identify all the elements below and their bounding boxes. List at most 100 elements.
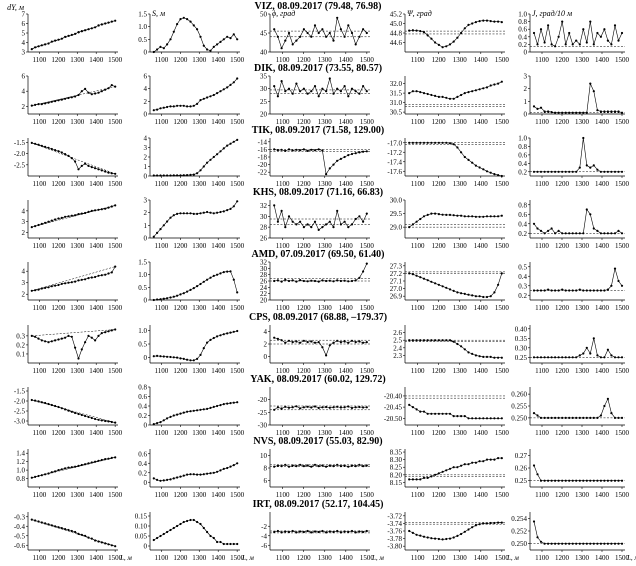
x-tick-label: 1100 [32,56,46,64]
x-tick-label: 1200 [432,180,447,188]
data-point [186,290,189,293]
data-point [236,401,239,404]
data-point [603,170,606,173]
data-point [94,460,97,463]
y-tick-label: 0 [144,543,148,551]
x-tick-label: 1100 [535,56,549,64]
series-line [533,398,622,419]
x-tick-label: 1100 [32,554,46,562]
data-point [80,30,83,33]
y-tick-label: -2.0 [14,398,26,406]
data-point [547,479,550,482]
series-line [533,21,623,47]
data-point [54,218,57,221]
data-point [54,39,57,42]
data-point [592,542,595,545]
data-point [365,406,368,409]
data-point [219,40,222,44]
data-point [166,417,169,420]
data-point [54,284,57,287]
data-point [199,282,202,286]
data-point [40,144,43,147]
data-point [229,542,232,546]
data-point [456,534,459,538]
data-point [408,141,411,144]
data-point [196,285,199,288]
data-point [104,542,107,545]
data-point [226,466,229,470]
column-header-label: J, град/10 м [532,9,572,18]
x-tick-label: 1500 [360,554,375,562]
data-point [536,289,539,292]
y-tick-label: 0.8 [518,143,527,151]
x-tick-label: 1200 [173,118,188,126]
x-tick-label: 1500 [108,554,123,562]
x-tick-label: 1300 [575,304,590,312]
data-point [107,457,110,460]
data-point [310,465,313,468]
data-point [57,405,60,409]
data-point [467,463,470,466]
data-point [229,83,232,86]
x-tick-label: 1100 [411,429,425,437]
data-point [30,518,33,521]
data-point [291,341,294,344]
x-tick-label: 1400 [89,367,104,375]
data-point [564,416,567,419]
data-point [620,31,624,35]
data-point [467,293,470,296]
data-point [94,339,97,342]
y-tick-label: 0 [144,111,148,119]
row-title: YAK, 08.09.2017 (60.02, 129.72) [250,374,385,385]
data-point [222,210,225,213]
data-point [536,107,539,110]
x-tick-label: 1400 [89,118,104,126]
data-point [557,111,560,114]
data-point [365,212,368,215]
x-tick-label: 1200 [173,304,188,312]
data-point [80,278,83,281]
data-point [339,406,342,409]
data-point [97,24,100,27]
x-tick-label: 1200 [555,554,570,562]
data-point [172,414,175,417]
data-point [179,18,182,21]
data-point [452,415,455,418]
data-point [40,401,43,404]
data-point [478,460,481,463]
data-point [362,270,365,273]
data-point [310,279,313,282]
data-point [478,417,481,420]
data-point [350,152,354,156]
data-point [539,106,543,109]
x-tick-label: 1400 [595,304,610,312]
data-point [182,292,185,295]
data-point [47,341,50,344]
data-point [97,168,100,171]
data-point [568,289,571,292]
data-point [603,289,606,292]
data-point [67,154,70,157]
data-point [189,288,192,291]
y-tick-label: -30 [258,422,268,430]
data-point [325,35,328,38]
data-point [34,399,37,402]
data-point [317,341,320,344]
data-point [448,467,452,470]
data-point [485,417,489,420]
data-point [64,35,67,38]
data-point [471,22,474,25]
data-point [152,298,155,302]
data-point [74,95,77,98]
x-tick-label: 1500 [495,554,510,562]
y-tick-label: 0.252 [511,528,527,536]
x-tick-label: 1300 [575,554,590,562]
data-point [606,479,610,482]
data-point [74,465,77,468]
data-point [182,174,185,177]
x-tick-label: 1200 [297,554,312,562]
x-tick-label: 1500 [615,304,630,312]
y-tick-label: 1.0 [16,467,25,475]
